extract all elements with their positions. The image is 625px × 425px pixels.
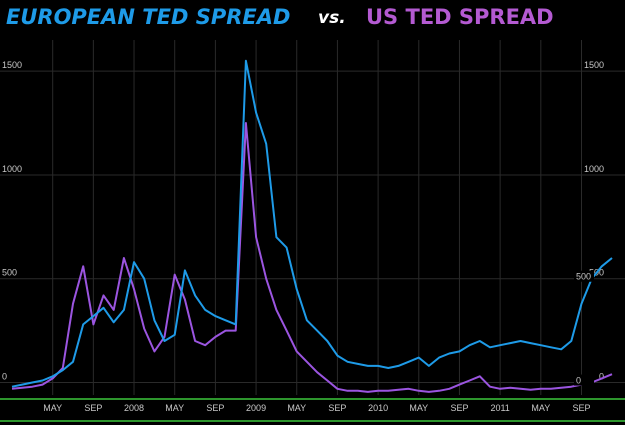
y-tick-label-right: 1000 [584, 164, 604, 174]
x-tick-label: MAY [165, 403, 184, 413]
y-tick-label-left: 500 [2, 268, 17, 278]
series-line-european [11, 59, 613, 388]
x-tick-label: SEP [572, 403, 590, 413]
x-tick-label: 2009 [246, 403, 266, 413]
x-tick-label: SEP [450, 403, 468, 413]
x-tick-label: 2010 [368, 403, 388, 413]
last-value-box [574, 374, 594, 386]
last-value-box [574, 270, 594, 282]
series [11, 59, 613, 393]
x-tick-label: 2008 [124, 403, 144, 413]
y-tick-label-right: 1500 [584, 60, 604, 70]
y-tick-label-right: 0 [599, 372, 604, 382]
x-tick-label: 2011 [490, 403, 509, 413]
chart-title-european: EUROPEAN TED SPREAD [6, 5, 290, 29]
x-tick-label: MAY [531, 403, 550, 413]
chart-title-vs: vs. [318, 8, 346, 28]
last-value-label: 0 [576, 376, 581, 386]
x-tick-label: MAY [287, 403, 306, 413]
last-value-label: 500 [576, 272, 591, 282]
x-tick-label: SEP [328, 403, 346, 413]
x-tick-label: MAY [43, 403, 62, 413]
x-tick-label: SEP [206, 403, 224, 413]
last-value-labels: 500 0 [574, 270, 594, 386]
x-axis-ticks: MAY SEP 2008 MAY SEP 2009 MAY SEP 2010 MAY SEP 2011… [43, 403, 590, 413]
x-tick-label: SEP [84, 403, 102, 413]
chart-title-us: US TED SPREAD [366, 5, 554, 29]
x-tick-label: MAY [409, 403, 428, 413]
y-tick-label-left: 0 [2, 372, 7, 382]
y-tick-label-left: 1500 [2, 60, 22, 70]
y-tick-label-left: 1000 [2, 164, 22, 174]
grid [0, 40, 625, 395]
series-line-us [11, 122, 613, 393]
